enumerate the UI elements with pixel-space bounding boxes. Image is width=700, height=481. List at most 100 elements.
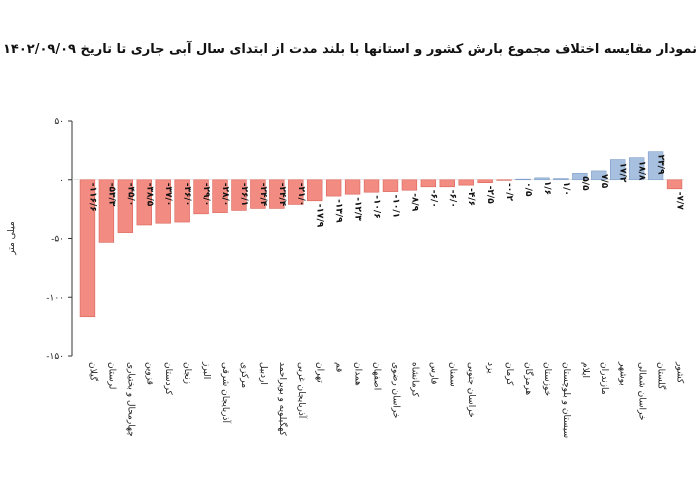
category-label: کرمانشاه xyxy=(409,362,419,398)
bar xyxy=(363,179,380,193)
category-label: اردبیل xyxy=(258,362,268,385)
bar xyxy=(647,151,664,181)
bar xyxy=(666,179,683,190)
category-label: قزوین xyxy=(144,362,154,385)
bar xyxy=(288,179,304,205)
bar xyxy=(344,179,361,195)
data-label: -۱۱۶/۶ xyxy=(87,183,97,212)
data-label: -۱۲/۳ xyxy=(353,197,363,221)
data-label: ۲۳/۹ xyxy=(656,155,666,175)
bar xyxy=(307,179,323,202)
bar xyxy=(628,157,645,181)
bar xyxy=(591,170,607,181)
data-label: -۱۳/۹ xyxy=(334,199,344,223)
data-label: -۳۸/۵ xyxy=(144,183,154,207)
data-label: -۰/۲ xyxy=(504,183,514,202)
category-label: آذربایجان غربی xyxy=(296,362,308,419)
category-label: لرستان xyxy=(106,362,116,389)
data-label: -۲۴/۴ xyxy=(277,183,287,207)
bar xyxy=(515,178,531,181)
category-label: هرمزگان xyxy=(523,362,535,395)
axis-layer: ۵۰ ۰ -۵۰ -۱۰۰ -۱۵۰ xyxy=(46,117,684,362)
data-label: -۵۳/۳ xyxy=(106,183,116,207)
data-label: -۳۷/۰ xyxy=(163,183,173,207)
category-label: البرز xyxy=(201,361,211,379)
y-tick-label: -۵۰ xyxy=(51,235,64,245)
chart-title: نمودار مقایسه اختلاف مجموع بارش کشور و ا… xyxy=(2,42,697,57)
bar xyxy=(269,179,285,209)
category-label: زنجان xyxy=(182,362,192,384)
bar xyxy=(553,178,569,181)
data-label: ۱۸/۸ xyxy=(637,161,647,181)
bar xyxy=(439,179,455,188)
y-axis-label: میلی متر xyxy=(7,221,17,256)
data-label: -۲۹/۰ xyxy=(201,183,211,207)
y-tick-label: -۱۵۰ xyxy=(46,352,64,362)
bar xyxy=(382,179,399,192)
bar xyxy=(420,179,437,188)
data-label: -۴۵/۰ xyxy=(125,183,135,207)
data-label: ۵/۵ xyxy=(580,176,590,191)
category-label: مرکزی xyxy=(239,362,249,388)
bar xyxy=(117,179,134,233)
bar xyxy=(401,179,418,191)
data-label: -۶/۰ xyxy=(428,190,438,208)
category-label: بوشهر xyxy=(618,361,628,386)
category-label: خراسان رضوی xyxy=(390,362,400,418)
data-label: -۱۷/۹ xyxy=(315,204,325,228)
category-label: چهارمحال و بختیاری xyxy=(125,362,135,437)
category-label: آذربایجان شرقی xyxy=(220,362,232,423)
category-label: گلستان xyxy=(656,362,668,390)
data-label: -۲۴/۴ xyxy=(258,183,268,207)
label-layer: -۱۱۶/۶ گیلان -۵۳/۳ لرستان -۴۵/۰ چهارمحال و بخ… xyxy=(87,155,684,439)
category-label: مازندران xyxy=(599,362,609,395)
data-label: -۳۶/۰ xyxy=(182,183,192,207)
bar xyxy=(250,179,266,209)
category-label: قم xyxy=(334,362,344,372)
data-label: -۱۰/۶ xyxy=(372,195,382,219)
bar xyxy=(496,179,512,181)
category-label: فارس xyxy=(428,362,438,384)
category-label: خراسان شمالی xyxy=(637,362,647,421)
data-label: -۴/۶ xyxy=(466,188,476,206)
data-label: -۱۰/۱ xyxy=(390,195,400,219)
data-label: ۷/۵ xyxy=(599,174,609,189)
category-label: کهگیلویه و بویراحمد xyxy=(277,362,289,436)
bar xyxy=(79,179,96,318)
data-label: -۸/۹ xyxy=(409,193,419,212)
data-label: ۱/۰ xyxy=(561,182,571,196)
data-label: ۰/۵ xyxy=(523,182,533,197)
data-label: -۲۶/۱ xyxy=(239,183,249,207)
category-label: تهران xyxy=(315,362,325,383)
data-label: ۱/۶ xyxy=(542,181,552,195)
data-label: -۲/۵ xyxy=(485,186,495,205)
bar xyxy=(534,177,550,181)
data-label: ۱۷/۲ xyxy=(618,163,628,183)
bar xyxy=(193,179,209,215)
bar xyxy=(610,159,626,181)
bar xyxy=(136,179,152,226)
bar xyxy=(155,179,171,224)
bar-layer xyxy=(79,151,683,318)
data-label: -۲۸/۰ xyxy=(220,183,230,207)
data-label: -۷/۷ xyxy=(675,192,685,211)
category-label: یزد xyxy=(485,362,495,374)
category-label: ایلام xyxy=(580,362,590,378)
category-label: سیستان و بلوچستان xyxy=(561,362,571,438)
category-label: اصفهان xyxy=(372,362,382,390)
data-label: -۶/۰ xyxy=(447,190,457,208)
bar xyxy=(174,179,190,223)
data-label: -۲۱/۰ xyxy=(296,183,306,207)
category-label: خراسان جنوبی xyxy=(466,362,476,418)
category-label: کرمان xyxy=(504,362,514,386)
bar xyxy=(477,179,493,183)
category-label: همدان xyxy=(353,362,363,386)
bar xyxy=(325,179,342,197)
category-label: کشور xyxy=(675,361,685,384)
bar xyxy=(572,172,588,181)
bar xyxy=(98,179,115,243)
category-label: گیلان xyxy=(87,362,99,382)
y-tick-label: ۵۰ xyxy=(54,117,64,127)
category-label: خوزستان xyxy=(542,362,552,396)
